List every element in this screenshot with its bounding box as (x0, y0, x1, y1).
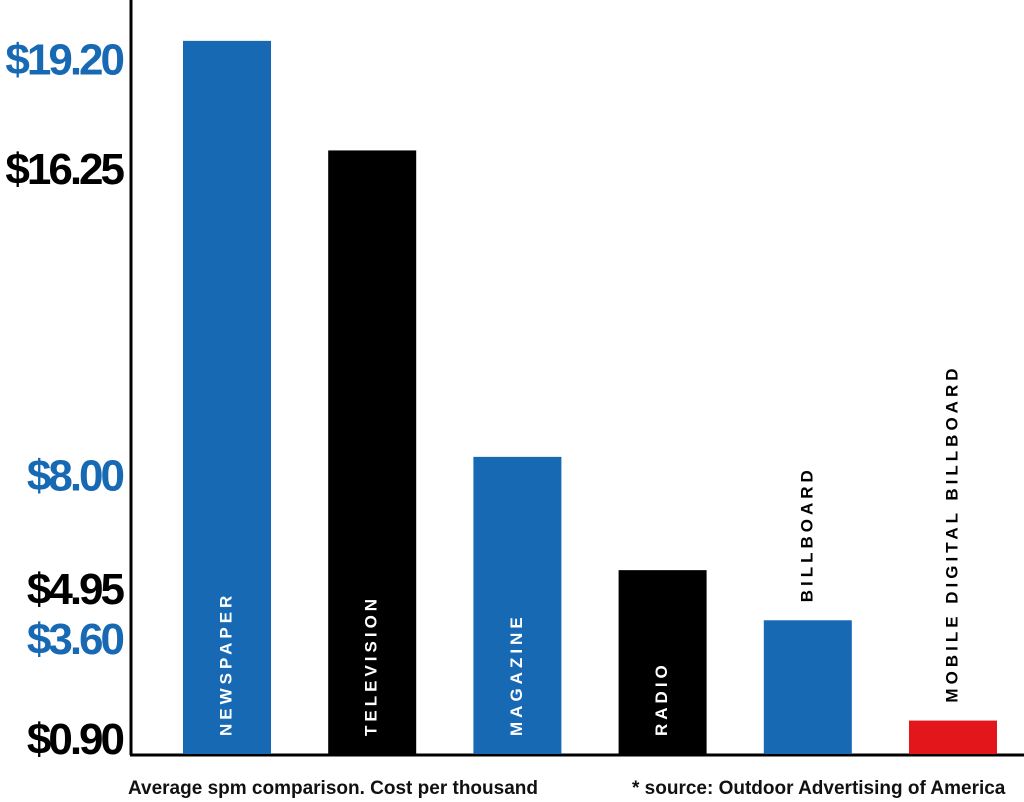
category-label: NEWSPAPER (216, 592, 235, 736)
value-label: $8.00 (27, 451, 124, 500)
value-label: $4.95 (27, 565, 125, 614)
bar (909, 720, 997, 754)
category-label: TELEVISION (362, 595, 381, 736)
category-label: RADIO (652, 661, 671, 736)
value-label: $19.20 (5, 35, 123, 84)
value-label: $3.60 (27, 615, 124, 664)
value-label: $0.90 (27, 715, 124, 764)
bar (328, 150, 417, 754)
bar (473, 456, 562, 754)
value-label: $16.25 (5, 145, 124, 194)
bar (763, 620, 852, 754)
source-note: * source: Outdoor Advertising of America (632, 778, 1006, 799)
bar (618, 570, 707, 754)
category-label: MAGAZINE (507, 613, 526, 736)
category-label: MOBILE DIGITAL BILLBOARD (942, 364, 961, 702)
bar (183, 40, 271, 755)
category-label: BILLBOARD (797, 466, 816, 602)
subtitle: Average spm comparison. Cost per thousan… (128, 778, 538, 799)
